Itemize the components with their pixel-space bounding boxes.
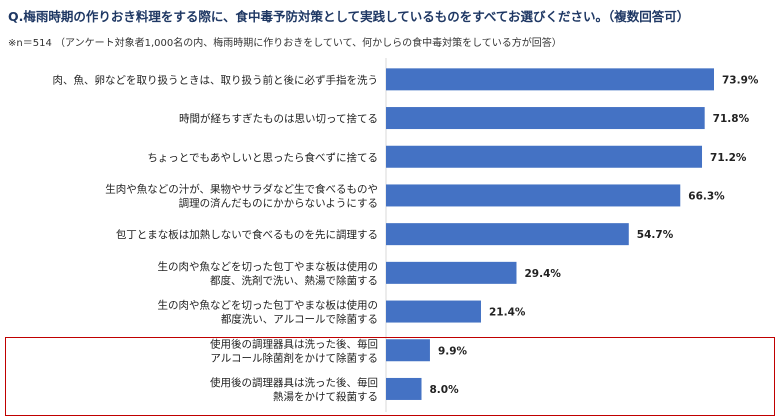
value-label-0: 73.9% — [722, 74, 759, 86]
category-label-1-0: 時間が経ちすぎたものは思い切って捨てる — [179, 112, 378, 125]
value-label-6: 21.4% — [489, 307, 526, 319]
category-label-0-0: 肉、魚、卵などを取り扱うときは、取り扱う前と後に必ず手指を洗う — [53, 73, 379, 86]
category-label-5-1: 都度、洗剤で洗い、熱湯で除菌する — [210, 274, 378, 287]
category-label-8-1: 熱湯をかけて殺菌する — [273, 390, 378, 403]
bar-2 — [386, 145, 703, 168]
category-label-5-0: 生の肉や魚などを切った包丁やまな板は使用の — [158, 260, 379, 273]
value-label-1: 71.8% — [713, 113, 750, 125]
category-label-7-1: アルコール除菌剤をかけて除菌する — [210, 351, 378, 364]
value-label-8: 8.0% — [430, 384, 460, 396]
category-label-6-1: 都度洗い、アルコールで除菌する — [221, 313, 378, 326]
bar-0 — [386, 68, 714, 91]
category-label-3-0: 生肉や魚などの汁が、果物やサラダなど生で食べるものや — [105, 182, 378, 195]
chart-title: Q.梅雨時期の作りおき料理をする際に、食中毒予防対策として実践しているものをすべ… — [8, 9, 690, 24]
bar-8 — [386, 377, 422, 400]
category-label-4-0: 包丁とまな板は加熱しないで食べるものを先に調理する — [116, 228, 378, 241]
highlight-box — [5, 337, 775, 416]
value-label-3: 66.3% — [688, 190, 725, 202]
category-label-7-0: 使用後の調理器具は洗った後、毎回 — [210, 337, 378, 350]
value-label-2: 71.2% — [710, 152, 747, 164]
bar-5 — [386, 261, 517, 284]
bar-3 — [386, 184, 681, 207]
category-label-6-0: 生の肉や魚などを切った包丁やまな板は使用の — [158, 299, 379, 312]
value-label-5: 29.4% — [524, 268, 561, 280]
bar-7 — [386, 339, 430, 362]
bar-4 — [386, 223, 629, 246]
category-label-2-0: ちょっとでもあやしいと思ったら食べずに捨てる — [147, 151, 378, 164]
value-label-7: 9.9% — [438, 345, 468, 357]
sample-note: ※n＝514 （アンケート対象者1,000名の内、梅雨時期に作りおきをしていて、… — [8, 38, 562, 49]
value-label-4: 54.7% — [637, 229, 674, 241]
category-label-8-0: 使用後の調理器具は洗った後、毎回 — [210, 376, 378, 389]
category-label-3-1: 調理の済んだものにかからないようにする — [179, 196, 378, 209]
bar-6 — [386, 300, 481, 323]
bar-1 — [386, 107, 705, 130]
